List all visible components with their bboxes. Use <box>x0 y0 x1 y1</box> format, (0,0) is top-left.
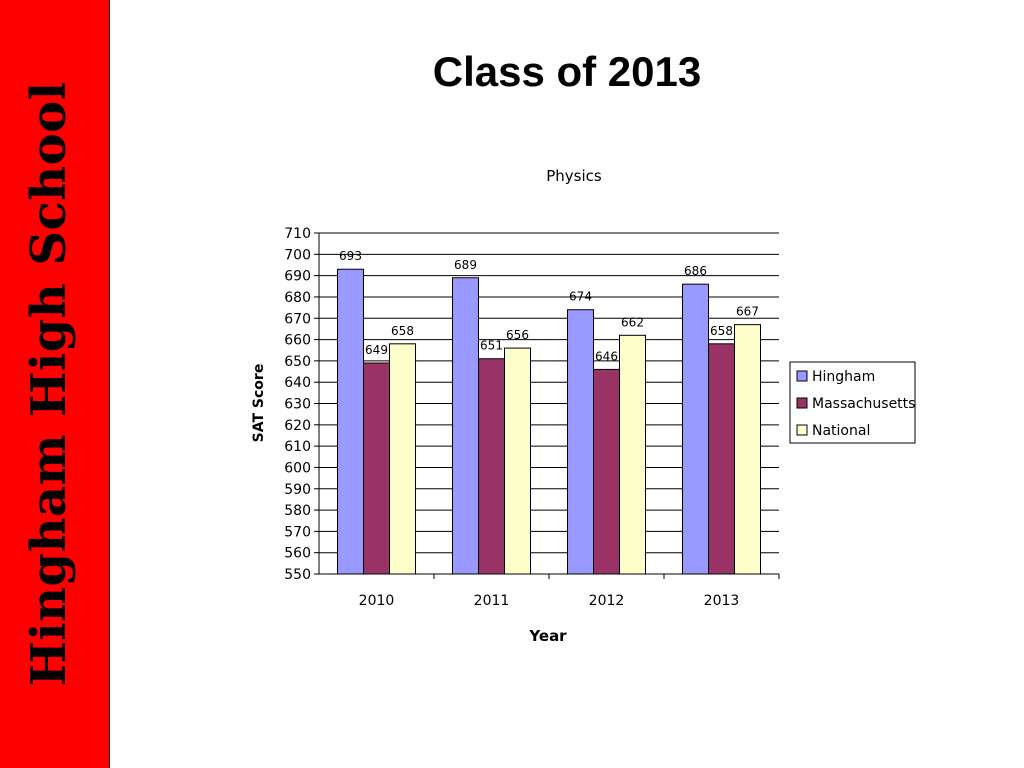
bar-national <box>504 347 531 575</box>
legend-label: Hingham <box>812 369 875 385</box>
bar-national <box>619 334 646 575</box>
legend-swatch <box>796 424 808 436</box>
y-tick-label: 590 <box>284 482 311 498</box>
sidebar: Hingham High School <box>0 0 110 768</box>
bar-hingham <box>567 309 594 575</box>
legend-label: National <box>812 423 870 439</box>
x-tick-label: 2013 <box>704 593 740 609</box>
y-tick-label: 610 <box>284 439 311 455</box>
plot-area: 550 560 570 580 590 600 610 620 630 640 650 660 670 6… <box>284 226 780 609</box>
x-tick-label: 2012 <box>589 593 625 609</box>
y-tick-label: 710 <box>284 226 311 242</box>
data-label: 667 <box>736 305 759 319</box>
data-label: 686 <box>684 264 707 278</box>
bar-national <box>734 324 761 575</box>
legend-label: Massachusetts <box>812 396 915 412</box>
bar-massachusetts <box>478 358 505 575</box>
y-tick-label: 560 <box>284 546 311 562</box>
y-tick-label: 600 <box>284 460 311 476</box>
y-tick-label: 550 <box>284 567 311 583</box>
bar-hingham <box>452 277 479 575</box>
y-tick-label: 630 <box>284 397 311 413</box>
data-label: 656 <box>506 328 529 342</box>
bar-hingham <box>337 268 364 575</box>
legend: Hingham Massachusetts National <box>789 361 916 444</box>
legend-swatch <box>796 370 808 382</box>
chart-title: Physics <box>546 167 602 185</box>
x-tick-label: 2010 <box>359 593 395 609</box>
bar-national <box>389 343 416 575</box>
bar-massachusetts <box>363 362 390 575</box>
bar-massachusetts <box>593 368 620 575</box>
data-label: 689 <box>454 258 477 272</box>
legend-box <box>789 361 916 444</box>
y-tick-label: 640 <box>284 375 311 391</box>
data-label: 658 <box>710 324 733 338</box>
data-label: 646 <box>595 349 618 363</box>
y-axis-label: SAT Score <box>251 364 267 443</box>
bar-massachusetts <box>708 343 735 575</box>
y-tick-label: 580 <box>284 503 311 519</box>
y-tick-label: 660 <box>284 333 311 349</box>
legend-swatch <box>796 397 808 409</box>
slide-title: Class of 2013 <box>432 48 702 95</box>
data-label: 651 <box>480 339 503 353</box>
y-tick-label: 700 <box>284 247 311 263</box>
x-tick-label: 2011 <box>474 593 510 609</box>
y-tick-label: 690 <box>284 269 311 285</box>
bar-hingham <box>682 283 709 575</box>
y-tick-label: 650 <box>284 354 311 370</box>
data-label: 649 <box>365 343 388 357</box>
y-tick-label: 620 <box>284 418 311 434</box>
data-label: 674 <box>569 290 592 304</box>
data-label: 658 <box>391 324 414 338</box>
data-label: 662 <box>621 315 644 329</box>
data-label: 693 <box>339 249 362 263</box>
x-axis-label: Year <box>528 627 567 645</box>
y-tick-label: 680 <box>284 290 311 306</box>
y-tick-label: 570 <box>284 524 311 540</box>
y-tick-label: 670 <box>284 311 311 327</box>
